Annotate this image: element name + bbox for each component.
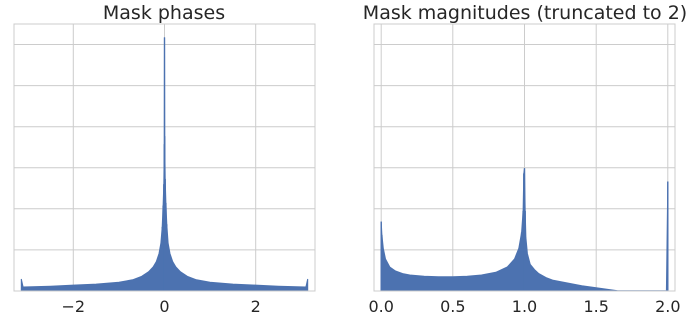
x-tick-label: −2	[62, 297, 86, 316]
mask-magnitudes-title: Mask magnitudes (truncated to 2)	[363, 2, 687, 24]
mask-phases-plot-frame	[13, 23, 316, 292]
mask-magnitudes-x-ticks: 0.0 0.5 1.0 1.5 2.0	[368, 297, 680, 316]
x-tick-label: 1.5	[583, 297, 608, 316]
mask-magnitudes-panel: Mask magnitudes (truncated to 2) 0.0 0.5 1…	[363, 2, 687, 316]
mask-magnitudes-grid	[374, 24, 675, 291]
x-tick-label: 0.5	[440, 297, 465, 316]
mask-phases-panel: Mask phases −2 0 2	[13, 2, 316, 316]
x-tick-label: 1.0	[512, 297, 537, 316]
x-tick-label: 0	[159, 297, 169, 316]
mask-phases-histogram	[20, 37, 309, 292]
mask-phases-title: Mask phases	[103, 2, 225, 24]
mask-magnitudes-histogram	[380, 168, 669, 292]
x-tick-label: 0.0	[368, 297, 393, 316]
mask-magnitudes-plot-frame	[373, 23, 676, 292]
mask-phases-x-ticks: −2 0 2	[62, 297, 261, 316]
x-tick-label: 2.0	[655, 297, 680, 316]
x-tick-label: 2	[251, 297, 261, 316]
